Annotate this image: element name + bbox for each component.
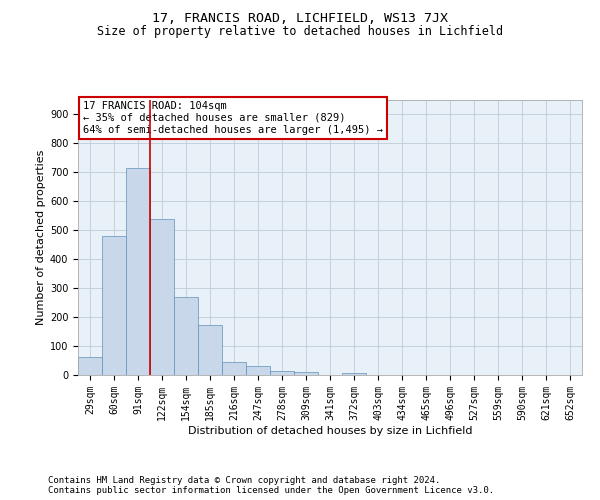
Bar: [150, 220, 174, 375]
Text: 17 FRANCIS ROAD: 104sqm
← 35% of detached houses are smaller (829)
64% of semi-d: 17 FRANCIS ROAD: 104sqm ← 35% of detache…: [83, 102, 383, 134]
Bar: [198, 325, 222, 375]
Bar: [222, 362, 246, 375]
Bar: [102, 236, 126, 375]
Bar: [78, 357, 102, 375]
Text: Contains HM Land Registry data © Crown copyright and database right 2024.: Contains HM Land Registry data © Crown c…: [48, 476, 440, 485]
Bar: [126, 168, 150, 375]
Y-axis label: Number of detached properties: Number of detached properties: [35, 150, 46, 325]
X-axis label: Distribution of detached houses by size in Lichfield: Distribution of detached houses by size …: [188, 426, 472, 436]
Text: Contains public sector information licensed under the Open Government Licence v3: Contains public sector information licen…: [48, 486, 494, 495]
Bar: [294, 372, 318, 375]
Bar: [246, 366, 270, 375]
Text: Size of property relative to detached houses in Lichfield: Size of property relative to detached ho…: [97, 25, 503, 38]
Bar: [342, 372, 366, 375]
Bar: [270, 370, 294, 375]
Bar: [174, 298, 198, 375]
Text: 17, FRANCIS ROAD, LICHFIELD, WS13 7JX: 17, FRANCIS ROAD, LICHFIELD, WS13 7JX: [152, 12, 448, 26]
